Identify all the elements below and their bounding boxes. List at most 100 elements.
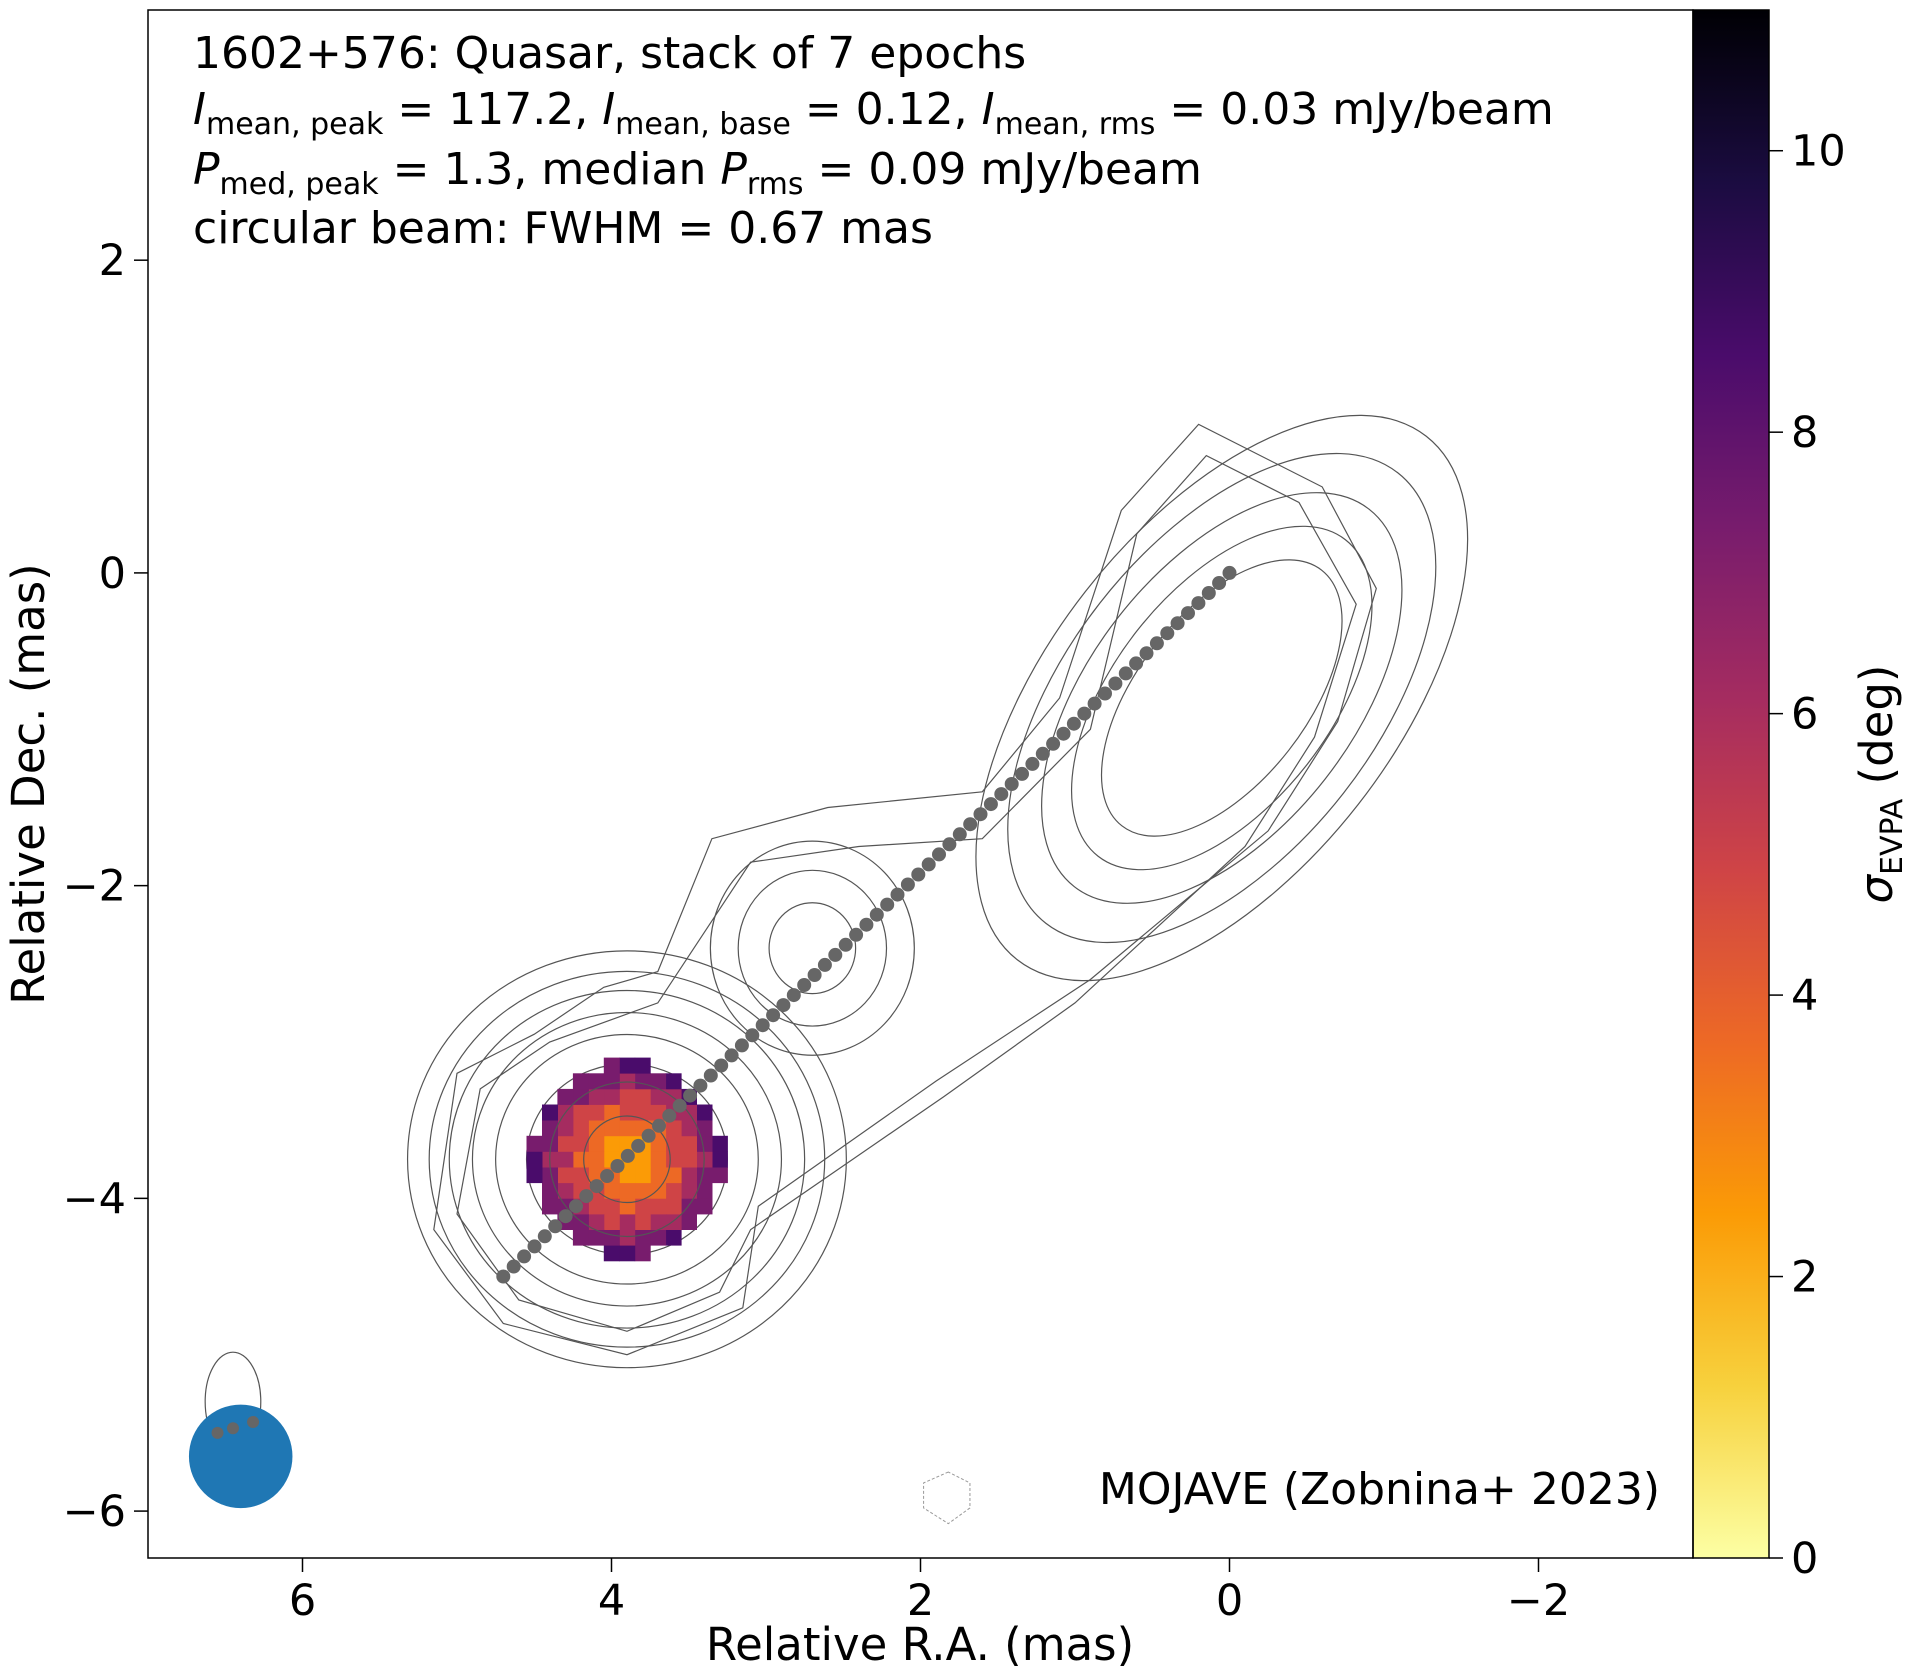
y-tick-label: −6 xyxy=(63,1487,126,1537)
sigma-evpa-pixel xyxy=(557,1088,574,1105)
beam-layer xyxy=(188,1404,293,1509)
sigma-evpa-pixel xyxy=(665,1120,682,1137)
sigma-evpa-pixel xyxy=(634,1073,651,1090)
sigma-evpa-pixel xyxy=(634,1057,651,1074)
colorbar-tick-label: 0 xyxy=(1791,1534,1818,1584)
ridge-point xyxy=(610,1159,625,1173)
sigma-evpa-pixel xyxy=(650,1088,667,1105)
ridge-point xyxy=(952,827,967,842)
ridge-point xyxy=(589,1179,604,1194)
sigma-evpa-pixel xyxy=(634,1167,651,1184)
plot-area xyxy=(188,414,1469,1525)
ridge-point xyxy=(766,1008,781,1023)
sigma-evpa-pixel xyxy=(619,1229,636,1246)
sigma-evpa-pixel xyxy=(665,1198,682,1215)
ridge-point xyxy=(527,1239,542,1254)
core-contour xyxy=(406,950,847,1369)
sigma-evpa-pixel xyxy=(634,1198,651,1215)
ridge-point xyxy=(703,1068,718,1083)
sigma-evpa-pixel xyxy=(603,1104,620,1121)
sigma-evpa-pixel xyxy=(619,1073,636,1090)
sigma-evpa-pixel xyxy=(665,1167,682,1184)
ridge-point xyxy=(1098,686,1112,701)
sigma-evpa-pixel xyxy=(665,1135,682,1152)
title-line-3: Pmed, peak = 1.3, median Prms = 0.09 mJy… xyxy=(193,144,1202,202)
sigma-evpa-pixel xyxy=(619,1135,636,1152)
sigma-evpa-pixel xyxy=(603,1182,620,1199)
jet-envelope-contour xyxy=(456,454,1357,1332)
sigma-evpa-pixel xyxy=(603,1073,620,1090)
jet-head-contour xyxy=(975,414,1469,982)
sigma-evpa-pixel xyxy=(588,1135,605,1152)
sigma-evpa-pixel xyxy=(542,1198,558,1215)
ridge-point xyxy=(900,877,915,892)
ridge-point xyxy=(1139,646,1154,661)
sigma-evpa-pixel xyxy=(711,1167,728,1184)
ridge-point xyxy=(672,1098,687,1113)
sigma-evpa-pixel xyxy=(619,1245,636,1262)
ridge-point xyxy=(537,1229,552,1244)
sigma-evpa-pixel xyxy=(681,1214,697,1230)
sigma-evpa-pixel xyxy=(603,1057,620,1074)
ridge-point xyxy=(1066,716,1081,731)
ridge-point xyxy=(849,927,864,942)
x-tick-label: 0 xyxy=(1216,1576,1243,1626)
sigma-evpa-pixel xyxy=(619,1057,636,1074)
sigma-evpa-pixel xyxy=(681,1151,697,1168)
ridge-point xyxy=(994,787,1009,802)
sigma-evpa-pixel xyxy=(603,1214,620,1230)
colorbar xyxy=(1692,9,1770,1559)
sigma-evpa-pixel xyxy=(572,1151,589,1168)
ridge-point xyxy=(1015,766,1029,781)
jet-head-contour xyxy=(1041,492,1403,904)
ridge-point xyxy=(942,837,957,852)
noise-contour xyxy=(923,1471,971,1525)
ridge-point xyxy=(1149,636,1164,651)
ridge-point xyxy=(786,988,801,1003)
y-axis-label: Relative Dec. (mas) xyxy=(2,563,55,1004)
ridge-point xyxy=(600,1169,615,1183)
sigma-evpa-pixel xyxy=(619,1120,636,1137)
colorbar-tick-label: 8 xyxy=(1791,408,1818,458)
ridge-point xyxy=(714,1058,729,1073)
ridge-point xyxy=(662,1108,677,1123)
sigma-evpa-pixel xyxy=(650,1167,667,1184)
x-axis-ticks: 6 4 2 0 −2 xyxy=(289,1558,1570,1626)
ridge-point xyxy=(963,817,978,832)
sigma-evpa-pixel xyxy=(572,1229,589,1246)
sigma-evpa-pixel xyxy=(588,1214,605,1230)
sigma-evpa-pixel xyxy=(542,1135,558,1152)
y-tick-label: −2 xyxy=(63,862,126,912)
sigma-evpa-pixel xyxy=(650,1151,667,1168)
sigma-evpa-pixel xyxy=(526,1135,543,1152)
ridge-point xyxy=(569,1199,583,1214)
sigma-evpa-pixel xyxy=(634,1104,651,1121)
sigma-evpa-pixel xyxy=(557,1151,574,1168)
sigma-evpa-pixel xyxy=(619,1182,636,1199)
ridge-point xyxy=(558,1209,573,1224)
ridge-point xyxy=(1170,616,1185,631)
sigma-evpa-pixel xyxy=(603,1198,620,1215)
sigma-evpa-pixel xyxy=(588,1088,605,1105)
title-line-4: circular beam: FWHM = 0.67 mas xyxy=(193,203,933,254)
sigma-evpa-pixel xyxy=(711,1151,728,1168)
sigma-evpa-pixel xyxy=(603,1088,620,1105)
ridge-point xyxy=(1056,726,1071,741)
sigma-evpa-pixel xyxy=(665,1151,682,1168)
ridge-point xyxy=(745,1028,760,1043)
ridge-point xyxy=(869,907,884,922)
sigma-evpa-pixel xyxy=(696,1182,713,1199)
ridge-point xyxy=(880,897,895,912)
sigma-evpa-pixel xyxy=(681,1182,697,1199)
y-tick-label: 0 xyxy=(99,549,126,599)
sigma-evpa-pixel xyxy=(696,1135,713,1152)
ridge-point xyxy=(1191,596,1206,611)
ridge-point xyxy=(1087,696,1102,711)
core-inner-contour xyxy=(549,1081,705,1238)
sigma-evpa-pixel xyxy=(696,1198,713,1215)
sigma-evpa-pixel xyxy=(634,1182,651,1199)
ridge-point xyxy=(859,917,874,932)
ridge-point xyxy=(496,1269,511,1284)
sigma-evpa-pixel xyxy=(588,1198,605,1215)
